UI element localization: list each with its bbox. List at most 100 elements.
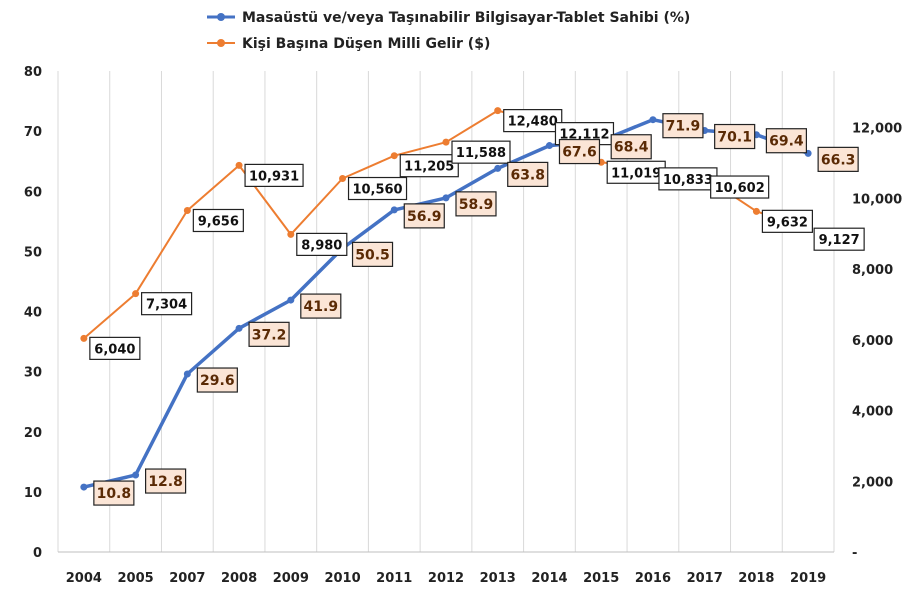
x-tick-label-2007: 2007 (169, 571, 205, 586)
label-orange-2013-box (503, 109, 563, 133)
point-blue-2014 (545, 142, 553, 150)
legend-blue-marker (217, 13, 225, 21)
label-blue-2012: 58.9 (459, 197, 494, 213)
y-left-tick-40: 40 (24, 306, 42, 321)
label-blue-2013-box (507, 161, 549, 188)
label-blue-2011: 56.9 (407, 209, 442, 225)
label-blue-2009-box (300, 293, 342, 319)
label-blue-2009: 41.9 (304, 299, 339, 315)
point-blue-2016 (649, 116, 657, 124)
label-orange-2013: 12,480 (508, 115, 558, 130)
label-blue-2004: 10.8 (97, 486, 132, 502)
point-blue-2008 (235, 324, 243, 332)
label-blue-2010: 50.5 (355, 247, 390, 263)
label-blue-2017: 70.1 (717, 130, 752, 146)
label-blue-2018: 69.4 (769, 134, 804, 150)
x-tick-label-2017: 2017 (687, 571, 723, 586)
label-blue-2016-box (662, 113, 704, 139)
point-orange-2004 (80, 334, 88, 342)
y-left-tick-30: 30 (24, 366, 42, 381)
label-blue-2012-box (455, 191, 497, 217)
label-orange-2007: 9,656 (198, 214, 239, 229)
label-orange-2007-box (192, 208, 244, 233)
label-blue-2015-box (610, 134, 652, 160)
y-right-tick-6000: 6,000 (852, 334, 893, 349)
point-blue-2011 (390, 206, 398, 214)
point-blue-2005 (132, 471, 140, 479)
label-orange-2018: 9,632 (767, 215, 808, 230)
label-blue-2015: 68.4 (614, 140, 649, 156)
label-orange-2017: 10,602 (715, 181, 765, 196)
legend-blue-label: Masaüstü ve/veya Taşınabilir Bilgisayar-… (242, 10, 690, 26)
y-right-tick-0: - (852, 546, 857, 561)
label-orange-2011: 11,205 (404, 160, 454, 175)
label-blue-2005: 12.8 (148, 474, 183, 490)
data-labels: 6,0407,3049,65610,9318,98010,56011,20511… (89, 109, 865, 506)
label-orange-2012-box (451, 140, 511, 164)
x-tick-label-2016: 2016 (635, 571, 671, 586)
label-blue-2017-box (714, 123, 756, 150)
x-tick-label-2005: 2005 (118, 571, 154, 586)
y-right-tick-2000: 2,000 (852, 475, 893, 490)
y-left-tick-10: 10 (24, 486, 42, 501)
point-orange-2005 (132, 290, 140, 298)
point-blue-2004 (80, 483, 88, 491)
point-orange-2013 (494, 107, 502, 115)
label-blue-2016: 71.9 (666, 119, 701, 135)
label-orange-2016: 10,833 (663, 173, 713, 188)
label-blue-2005-box (145, 468, 187, 494)
x-tick-label-2011: 2011 (376, 571, 412, 586)
point-blue-2009 (287, 296, 295, 304)
label-orange-2010: 10,560 (352, 183, 402, 198)
label-blue-2014-box (558, 138, 601, 165)
y-left-tick-50: 50 (24, 245, 42, 260)
y-left-tick-60: 60 (24, 185, 42, 200)
label-orange-2011-box (399, 154, 459, 178)
label-orange-2004: 6,040 (94, 342, 135, 357)
label-blue-2013: 63.8 (510, 167, 545, 183)
point-blue-2013 (494, 164, 502, 172)
x-tick-label-2018: 2018 (738, 571, 774, 586)
label-blue-2008: 37.2 (252, 327, 287, 343)
legend-orange-marker (217, 39, 225, 47)
label-orange-2005: 7,304 (146, 298, 187, 313)
legend-orange-label: Kişi Başına Düşen Milli Gelir ($) (242, 36, 490, 52)
x-tick-label-2010: 2010 (324, 571, 360, 586)
x-tick-label-2012: 2012 (428, 571, 464, 586)
point-orange-2012 (442, 138, 450, 146)
point-orange-2011 (390, 152, 398, 160)
label-orange-2018-box (761, 209, 814, 233)
legend: Masaüstü ve/veya Taşınabilir Bilgisayar-… (207, 10, 690, 52)
label-blue-2007-box (196, 367, 238, 393)
axes: 2004 2005 2007 2008 2009 2010 2011 2012 2013 2014… (24, 65, 902, 586)
y-right-tick-12000: 12,000 (852, 122, 902, 137)
x-tick-label-2009: 2009 (273, 571, 309, 586)
label-orange-2010-box (347, 176, 408, 201)
point-blue-2007 (183, 370, 191, 378)
x-tick-label-2004: 2004 (66, 571, 102, 586)
label-orange-2012: 11,588 (456, 146, 506, 161)
point-orange-2018 (752, 207, 760, 215)
label-blue-2019-box (817, 146, 859, 172)
point-orange-2009 (287, 230, 295, 238)
label-orange-2014: 12,112 (559, 128, 609, 143)
label-orange-2019: 9,127 (819, 233, 860, 248)
label-blue-2008-box (248, 321, 290, 347)
y-left-tick-20: 20 (24, 426, 42, 441)
y-right-tick-4000: 4,000 (852, 405, 893, 420)
label-orange-2009-box (296, 232, 348, 256)
label-orange-2005-box (141, 292, 193, 316)
x-tick-label-2008: 2008 (221, 571, 257, 586)
x-tick-label-2013: 2013 (480, 571, 516, 586)
label-orange-2019-box (813, 227, 865, 251)
label-orange-2017-box (710, 175, 770, 199)
point-blue-2012 (442, 194, 450, 202)
label-blue-2019: 66.3 (821, 152, 856, 168)
y-right-tick-10000: 10,000 (852, 192, 902, 207)
x-tick-label-2014: 2014 (531, 571, 567, 586)
x-tick-label-2019: 2019 (790, 571, 826, 586)
label-blue-2004-box (93, 480, 135, 506)
point-orange-2010 (339, 175, 347, 183)
y-right-tick-8000: 8,000 (852, 263, 893, 278)
